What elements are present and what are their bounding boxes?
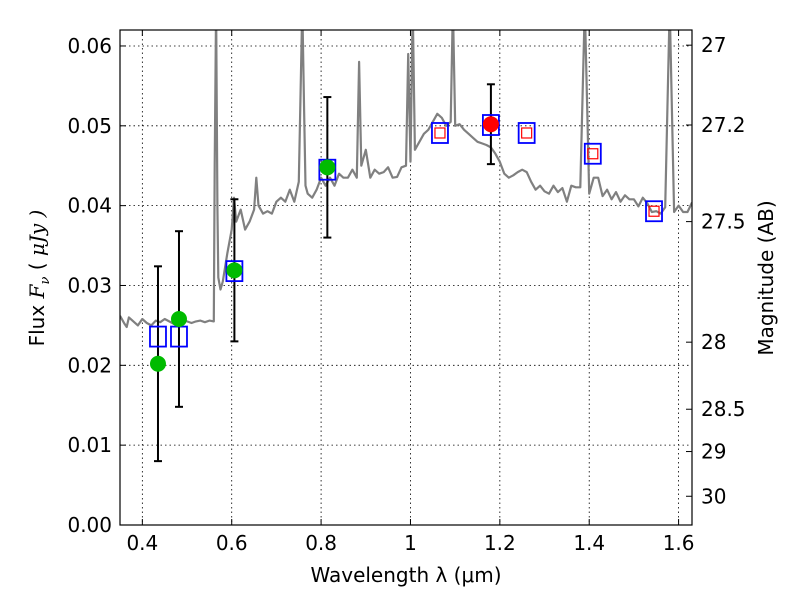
- y2-tick-label: 30: [701, 484, 726, 508]
- observed-flux-marker: [170, 311, 187, 328]
- y-tick-label: 0.01: [67, 433, 112, 457]
- error-bars-layer: [153, 83, 495, 463]
- y-tick-label: 0.04: [67, 194, 112, 218]
- y2-tick-label: 28.5: [701, 397, 746, 421]
- y2-axis-title: Magnitude (AB): [754, 200, 778, 355]
- observed-flux-marker: [319, 159, 336, 176]
- model-photometry-marker: [583, 142, 602, 165]
- model-spectrum-layer: [120, 30, 692, 329]
- x-tick-label: 1.2: [484, 531, 516, 555]
- upper-limit-marker: [434, 127, 446, 139]
- y2-tick-label: 27.2: [701, 113, 746, 137]
- model-spectrum-line: [120, 30, 692, 329]
- x-tick-label: 1.6: [663, 531, 695, 555]
- x-axis-title: Wavelength λ (μm): [310, 563, 501, 587]
- tick-labels: 0.4 0.6 0.8 1 1.2 1.4 1.6 0.00 0.01 0.02 0.03 0.04 0…: [67, 33, 745, 555]
- x-tick-label: 0.4: [126, 531, 158, 555]
- x-tick-label: 1: [404, 531, 417, 555]
- markers-layer: [149, 114, 663, 372]
- x-tick-label: 1.4: [573, 531, 605, 555]
- model-photometry-marker: [225, 260, 244, 283]
- observed-flux-marker: [226, 262, 243, 279]
- model-photometry-marker: [149, 325, 167, 348]
- model-photometry-marker: [645, 200, 663, 223]
- y-axis-title: Flux Fν ( μJy ): [25, 210, 53, 347]
- plot-frame: [119, 29, 693, 526]
- y-tick-label: 0.02: [67, 353, 112, 377]
- axis-ticks: [120, 30, 692, 526]
- x-tick-label: 0.6: [216, 531, 248, 555]
- model-photometry-marker: [517, 122, 536, 144]
- grid-lines: [120, 30, 692, 526]
- observed-flux-marker: [482, 116, 499, 133]
- observed-flux-marker: [149, 355, 166, 372]
- upper-limit-marker: [648, 205, 660, 217]
- y-tick-label: 0.06: [67, 34, 112, 58]
- y-tick-label: 0.03: [67, 273, 112, 297]
- x-tick-label: 0.8: [305, 531, 337, 555]
- y-tick-label: 0.00: [67, 513, 112, 537]
- model-photometry-marker: [431, 122, 449, 144]
- y2-tick-label: 27: [701, 33, 726, 57]
- y2-tick-label: 29: [701, 440, 726, 464]
- y-tick-label: 0.05: [67, 114, 112, 138]
- upper-limit-marker: [587, 148, 599, 160]
- y2-tick-label: 27.5: [701, 210, 746, 234]
- upper-limit-marker: [521, 127, 533, 139]
- model-photometry-marker: [482, 114, 500, 136]
- y2-tick-label: 28: [701, 330, 726, 354]
